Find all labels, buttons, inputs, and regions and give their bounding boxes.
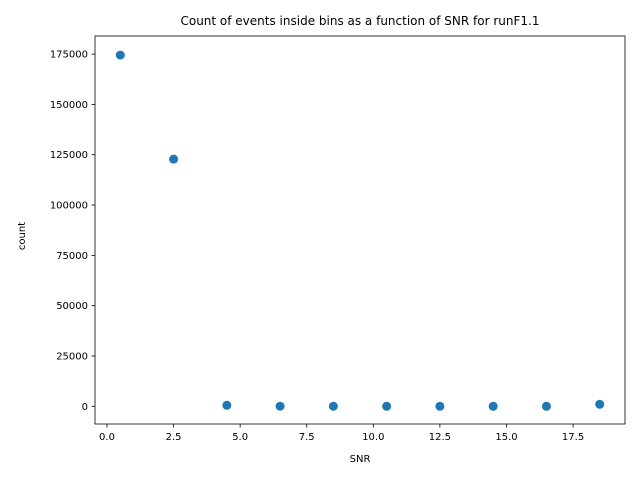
y-axis-label: count [17,222,28,250]
x-axis-label: SNR [350,454,371,465]
y-tick-label: 25000 [56,351,88,362]
x-axis-ticks: 0.0 2.5 5.0 7.5 10.0 12.5 15.0 17.5 [99,424,584,443]
data-point [169,154,179,164]
x-tick-label: 0.0 [99,432,115,443]
y-axis-ticks: 0 25000 50000 75000 100000 125000 150000 175000 [50,50,95,413]
data-point [435,401,445,411]
y-tick-label: 175000 [50,50,88,61]
x-tick-label: 10.0 [362,432,384,443]
data-point [541,401,551,411]
axes-frame [94,35,626,425]
y-tick-label: 50000 [56,301,88,312]
data-point [115,50,125,60]
data-point [488,401,498,411]
y-tick-label: 100000 [50,201,88,212]
x-tick-label: 12.5 [429,432,451,443]
x-tick-label: 5.0 [232,432,248,443]
x-tick-label: 17.5 [562,432,584,443]
y-tick-label: 125000 [50,150,88,161]
y-tick-label: 150000 [50,100,88,111]
data-point [275,401,285,411]
x-tick-label: 7.5 [299,432,315,443]
x-tick-label: 2.5 [166,432,182,443]
y-tick-label: 75000 [56,251,88,262]
data-points [115,50,605,411]
data-point [595,399,605,409]
data-point [328,401,338,411]
chart-title: Count of events inside bins as a functio… [180,14,539,28]
data-point [222,400,232,410]
y-tick-label: 0 [82,402,88,413]
data-point [382,401,392,411]
x-tick-label: 15.0 [495,432,517,443]
